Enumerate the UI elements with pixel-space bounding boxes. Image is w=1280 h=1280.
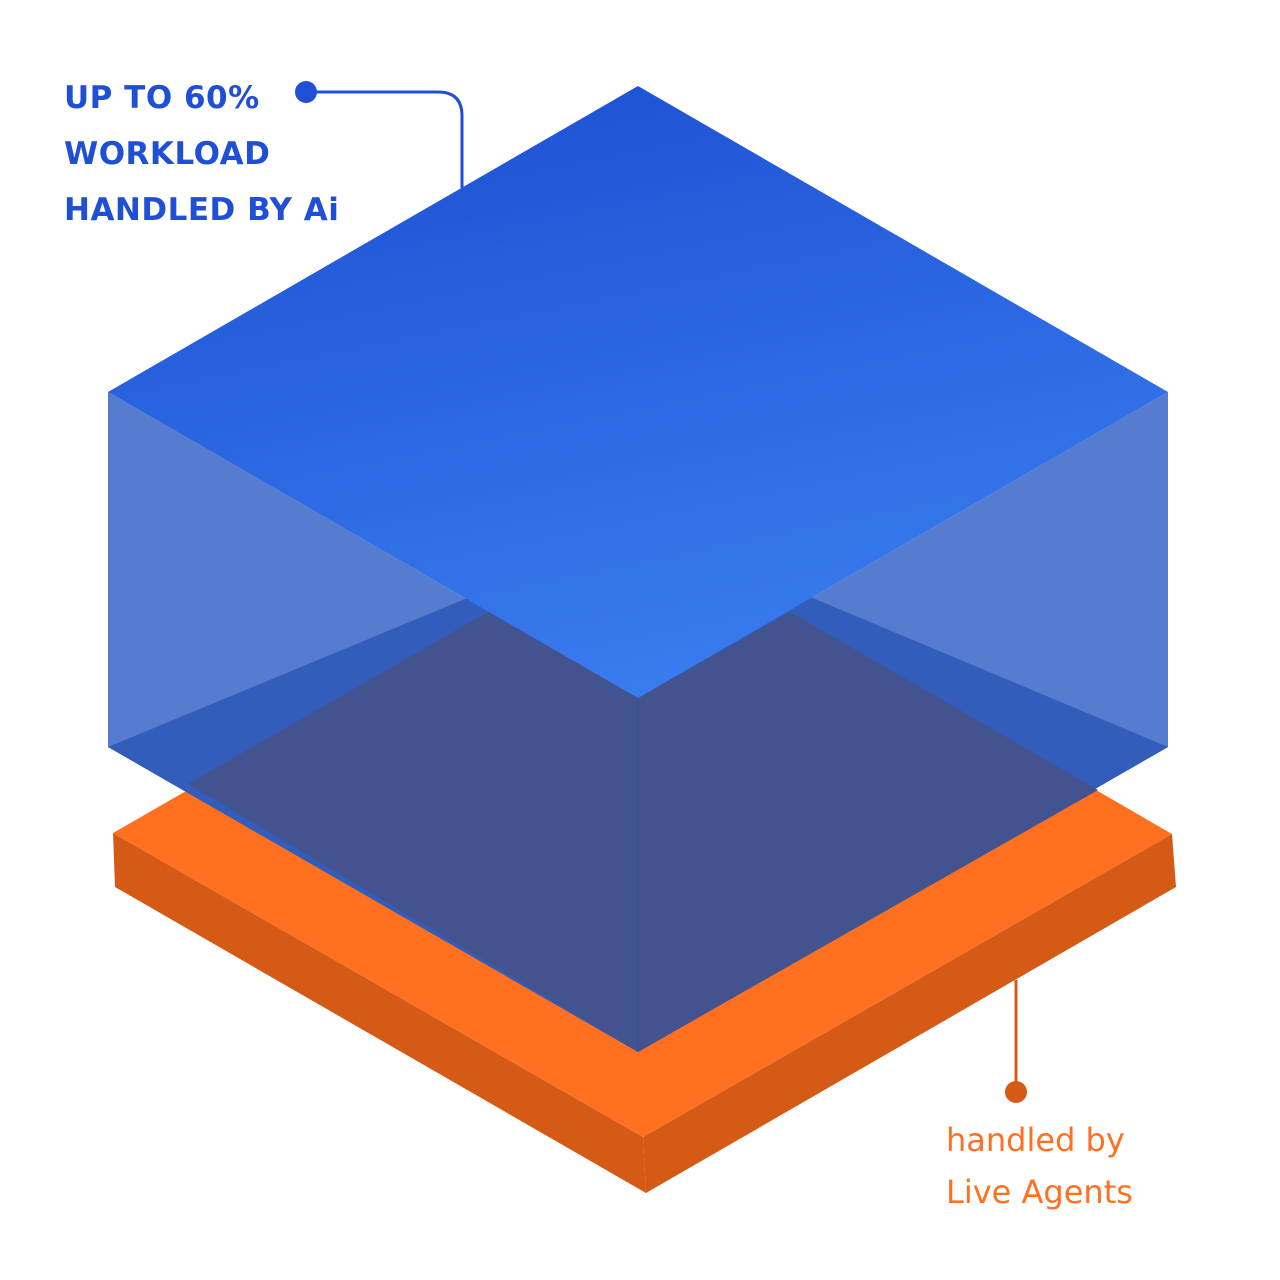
live-agents-label: handled by Live Agents: [946, 1114, 1133, 1218]
slab-left-face: [113, 833, 646, 1193]
ai-label-line-1: UP TO 60%: [64, 80, 260, 116]
cube-overlap-left: [188, 612, 638, 1052]
ai-callout-connector: [295, 81, 464, 188]
cube-overlap-right: [638, 612, 1098, 1052]
ai-label-line-3: HANDLED BY Ai: [64, 192, 340, 228]
ai-callout-line: [306, 90, 464, 188]
ai-label-line-2: WORKLOAD: [64, 136, 271, 172]
cube-top-face: [108, 86, 1168, 698]
agents-callout-dot: [1005, 1081, 1027, 1103]
agents-label-line-2: Live Agents: [946, 1173, 1133, 1211]
ai-cube: [108, 86, 1168, 1052]
ai-workload-label: UP TO 60% WORKLOAD HANDLED BY Ai: [64, 70, 339, 238]
slab-right-face: [643, 834, 1176, 1193]
agents-label-line-1: handled by: [946, 1121, 1125, 1159]
agents-callout-connector: [1005, 980, 1027, 1103]
